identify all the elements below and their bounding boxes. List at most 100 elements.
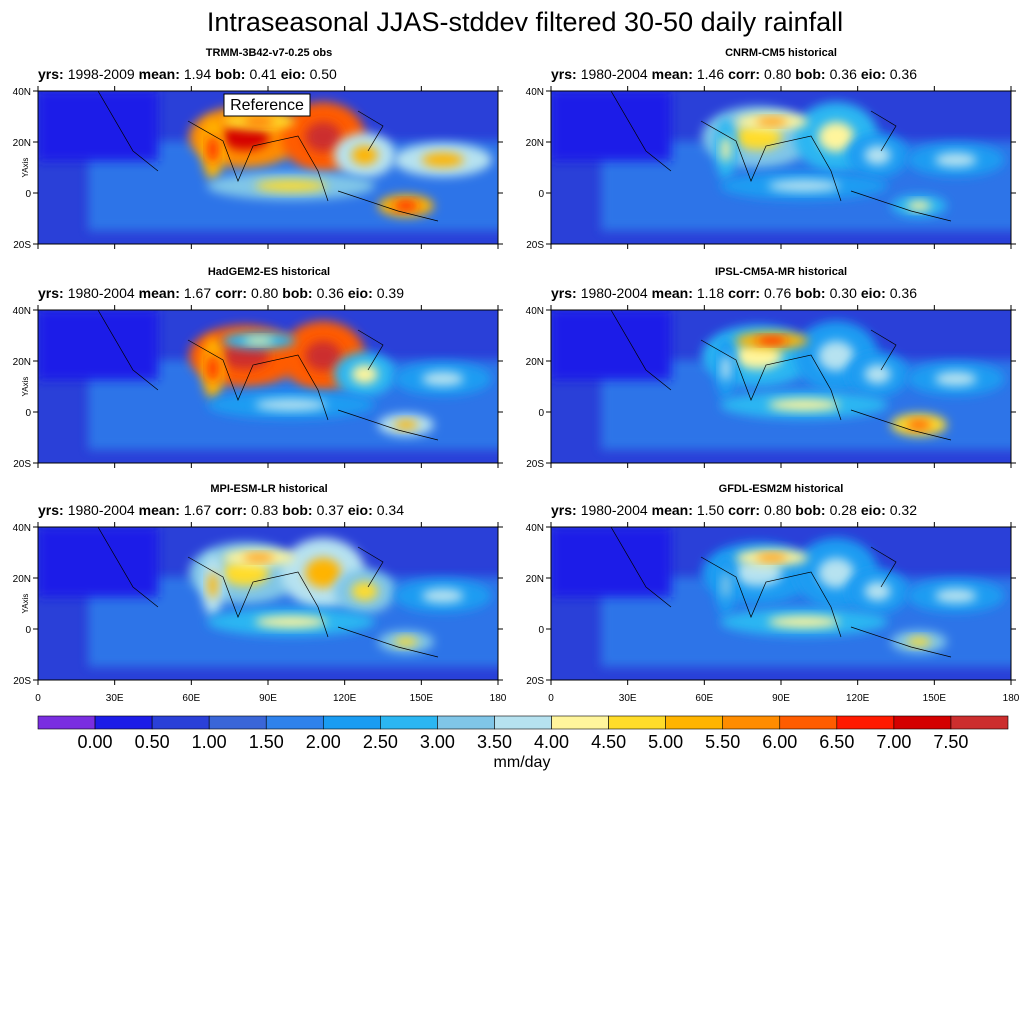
lat-tick-label: 0 [538, 408, 544, 419]
stat-key: mean: [139, 502, 180, 518]
stat-key: bob: [795, 502, 825, 518]
stat-value: 1.67 [184, 502, 211, 518]
rain-core [768, 615, 840, 628]
colorbar-box [893, 715, 952, 730]
colorbar-box [265, 715, 324, 730]
lat-tick-label: 20N [526, 357, 544, 368]
rain-core [221, 123, 269, 151]
stat-value: 1980-2004 [68, 502, 135, 518]
stat-key: mean: [652, 502, 693, 518]
stat-value: 1.46 [697, 66, 724, 82]
panel-title: TRMM-3B42-v7-0.25 obs [206, 47, 333, 59]
rain-core [864, 364, 891, 384]
rain-core [255, 398, 327, 411]
lat-tick-label: 40N [13, 306, 31, 317]
rain-core [351, 145, 378, 165]
y-axis-label: YAxis [21, 158, 30, 178]
stat-key: eio: [281, 66, 306, 82]
coastline [97, 527, 439, 658]
colorbar-box [608, 715, 666, 730]
rain-core [818, 340, 855, 371]
stat-key: eio: [861, 502, 886, 518]
stat-key: bob: [282, 502, 312, 518]
stat-key: corr: [215, 502, 247, 518]
rain-core [305, 340, 342, 371]
rain-core [721, 354, 731, 382]
lat-tick-label: 40N [13, 87, 31, 98]
rain-core [394, 200, 418, 211]
y-axis-label: YAxis [21, 377, 30, 397]
rain-core [734, 559, 782, 587]
lon-tick-label: 120E [333, 693, 357, 704]
figure-title: Intraseasonal JJAS-stddev filtered 30-50… [207, 7, 843, 37]
rain-core [421, 588, 464, 604]
lon-tick-label: 180 [1003, 693, 1020, 704]
colorbar-label: 1.00 [192, 732, 227, 752]
colorbar-label: 5.50 [705, 732, 740, 752]
stat-key: yrs: [38, 66, 64, 82]
lat-tick-label: 0 [25, 408, 31, 419]
rain-core [864, 581, 891, 601]
rain-core [305, 557, 342, 588]
stat-value: 1.18 [697, 285, 724, 301]
colorbar-label: 5.00 [648, 732, 683, 752]
stat-value: 0.36 [317, 285, 344, 301]
rain-core [394, 419, 418, 430]
lon-tick-label: 60E [182, 693, 200, 704]
stat-value: 0.39 [377, 285, 404, 301]
colorbar-box [94, 715, 153, 730]
stat-key: bob: [795, 66, 825, 82]
stat-value: 0.32 [890, 502, 917, 518]
lat-tick-label: 20S [526, 459, 544, 470]
lat-tick-label: 20N [13, 138, 31, 149]
lat-tick-label: 20S [13, 676, 31, 687]
colorbar-label: 2.50 [363, 732, 398, 752]
colorbar-box [37, 715, 96, 730]
stat-value: 0.36 [890, 285, 917, 301]
stat-value: 1998-2009 [68, 66, 135, 82]
coastline [610, 527, 952, 658]
land-west [551, 91, 671, 161]
rain-core [208, 354, 218, 382]
lon-tick-label: 180 [490, 693, 507, 704]
colorbar-label: 3.50 [477, 732, 512, 752]
coastline [97, 91, 439, 222]
rain-core [768, 398, 840, 411]
lat-tick-label: 20N [13, 357, 31, 368]
stat-value: 0.36 [830, 66, 857, 82]
land-west [38, 91, 158, 161]
colorbar-box [151, 715, 210, 730]
stat-value: 1980-2004 [581, 66, 648, 82]
stat-value: 0.41 [249, 66, 276, 82]
rain-core [934, 588, 977, 604]
rain-core [734, 123, 782, 151]
stat-value: 0.28 [830, 502, 857, 518]
rain-core [421, 371, 464, 387]
lon-tick-label: 150E [410, 693, 434, 704]
lon-tick-label: 120E [846, 693, 870, 704]
stat-value: 0.80 [764, 502, 791, 518]
colorbar-box [950, 715, 1009, 730]
lon-tick-label: 0 [548, 693, 554, 704]
map [38, 527, 498, 680]
colorbar-label: 4.00 [534, 732, 569, 752]
lon-tick-label: 90E [772, 693, 790, 704]
stat-key: eio: [348, 285, 373, 301]
rain-core [421, 152, 464, 168]
colorbar-box [437, 715, 495, 730]
colorbar-label: 7.50 [933, 732, 968, 752]
rain-core [351, 364, 378, 384]
rain-core [768, 179, 840, 192]
stat-key: yrs: [38, 285, 64, 301]
stat-value: 1.50 [697, 502, 724, 518]
y-axis-label: YAxis [21, 594, 30, 614]
panel-stats: yrs: 1998-2009 mean: 1.94 bob: 0.41 eio: 0.50 [38, 66, 337, 82]
rain-core [934, 371, 977, 387]
land-west [551, 527, 671, 597]
rain-core [907, 200, 931, 211]
map [551, 310, 1011, 463]
stat-key: eio: [861, 66, 886, 82]
panel-stats: yrs: 1980-2004 mean: 1.18 corr: 0.76 bob: 0.30 e… [551, 285, 917, 301]
coastline [610, 310, 952, 441]
rain-core [734, 342, 782, 370]
